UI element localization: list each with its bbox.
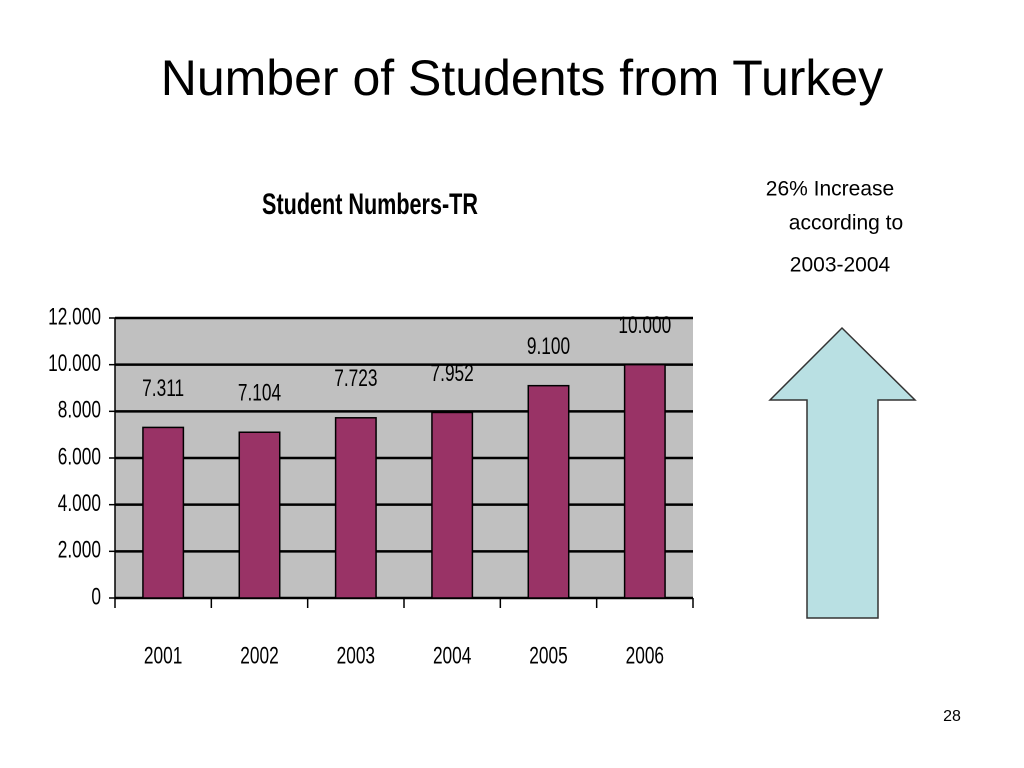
bar <box>142 426 185 599</box>
value-label: 7.723 <box>334 365 377 391</box>
y-tick-label: 0 <box>91 584 101 610</box>
y-tick-label: 8.000 <box>58 397 101 423</box>
slide-title: Number of Students from Turkey <box>161 50 884 106</box>
x-tick-label: 2002 <box>240 643 278 669</box>
page-number: 28 <box>943 708 961 725</box>
y-tick-label: 4.000 <box>58 490 101 516</box>
note-line: 26% Increase <box>766 178 894 201</box>
bar <box>431 411 474 599</box>
y-tick-label: 2.000 <box>58 537 101 563</box>
note-line: according to <box>789 212 903 235</box>
value-label: 7.104 <box>238 380 282 406</box>
bar <box>238 431 281 599</box>
chart: Student Numbers-TR 0 2.000 4.000 6.000 8.000 1… <box>48 186 694 669</box>
y-tick-label: 10.000 <box>48 350 101 376</box>
bar <box>623 363 666 599</box>
value-label: 7.952 <box>431 360 474 386</box>
bar <box>334 417 377 599</box>
x-tick-label: 2003 <box>337 643 375 669</box>
increase-arrow <box>768 326 917 619</box>
x-tick-label: 2004 <box>433 643 472 669</box>
x-tick-label: 2001 <box>144 643 182 669</box>
y-tick-label: 6.000 <box>58 444 101 470</box>
note-line: 2003-2004 <box>790 254 891 277</box>
chart-title: Student Numbers-TR <box>262 186 478 220</box>
bar <box>527 384 570 599</box>
value-label: 9.100 <box>527 333 570 359</box>
y-tick-label: 12.000 <box>48 304 101 330</box>
x-tick-label: 2005 <box>529 643 567 669</box>
value-label: 10.000 <box>618 312 671 338</box>
x-tick-label: 2006 <box>626 643 664 669</box>
value-label: 7.311 <box>142 375 184 401</box>
